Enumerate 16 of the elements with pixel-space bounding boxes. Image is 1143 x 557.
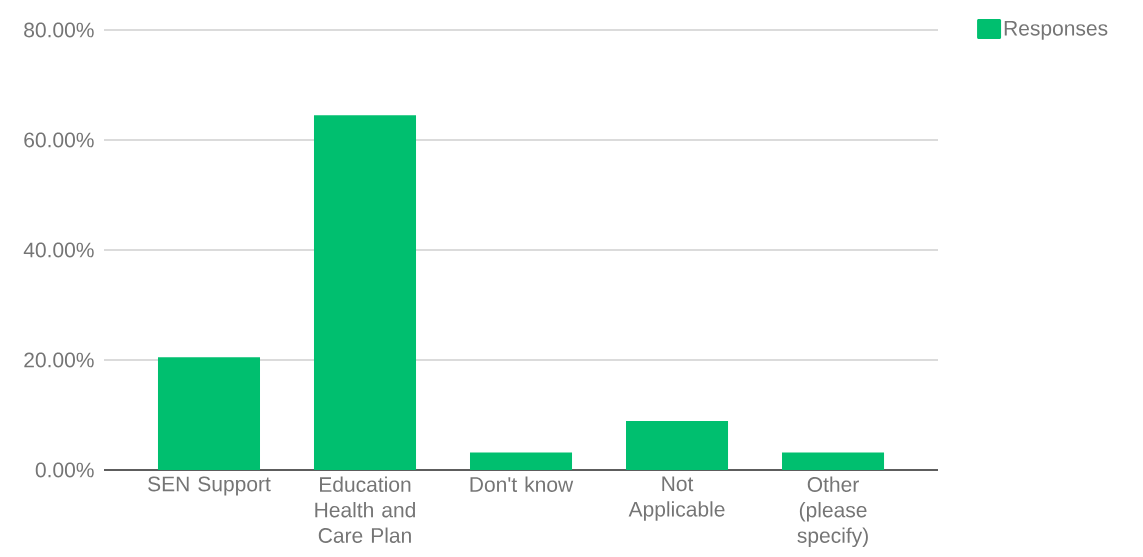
x-tick-label: SEN Support [148, 476, 271, 496]
x-tick-label: Other (please specify) [797, 476, 868, 548]
bar [469, 452, 573, 470]
y-tick-label: 20.00% [24, 352, 94, 368]
bar [313, 115, 417, 470]
legend-label: Responses [1004, 21, 1108, 40]
x-tick-label: Education Health and Care Plan [315, 476, 415, 543]
bar [782, 452, 885, 470]
y-tick-label: 40.00% [23, 242, 94, 258]
y-tick-label: 80.00% [24, 22, 94, 38]
bar [157, 357, 261, 470]
y-tick-label: 0.00% [35, 462, 94, 478]
x-tick-label: Not Applicable [628, 476, 725, 521]
x-tick-label: Don't know [470, 476, 574, 492]
y-tick-label: 60.00% [24, 132, 94, 148]
bar [626, 421, 729, 470]
